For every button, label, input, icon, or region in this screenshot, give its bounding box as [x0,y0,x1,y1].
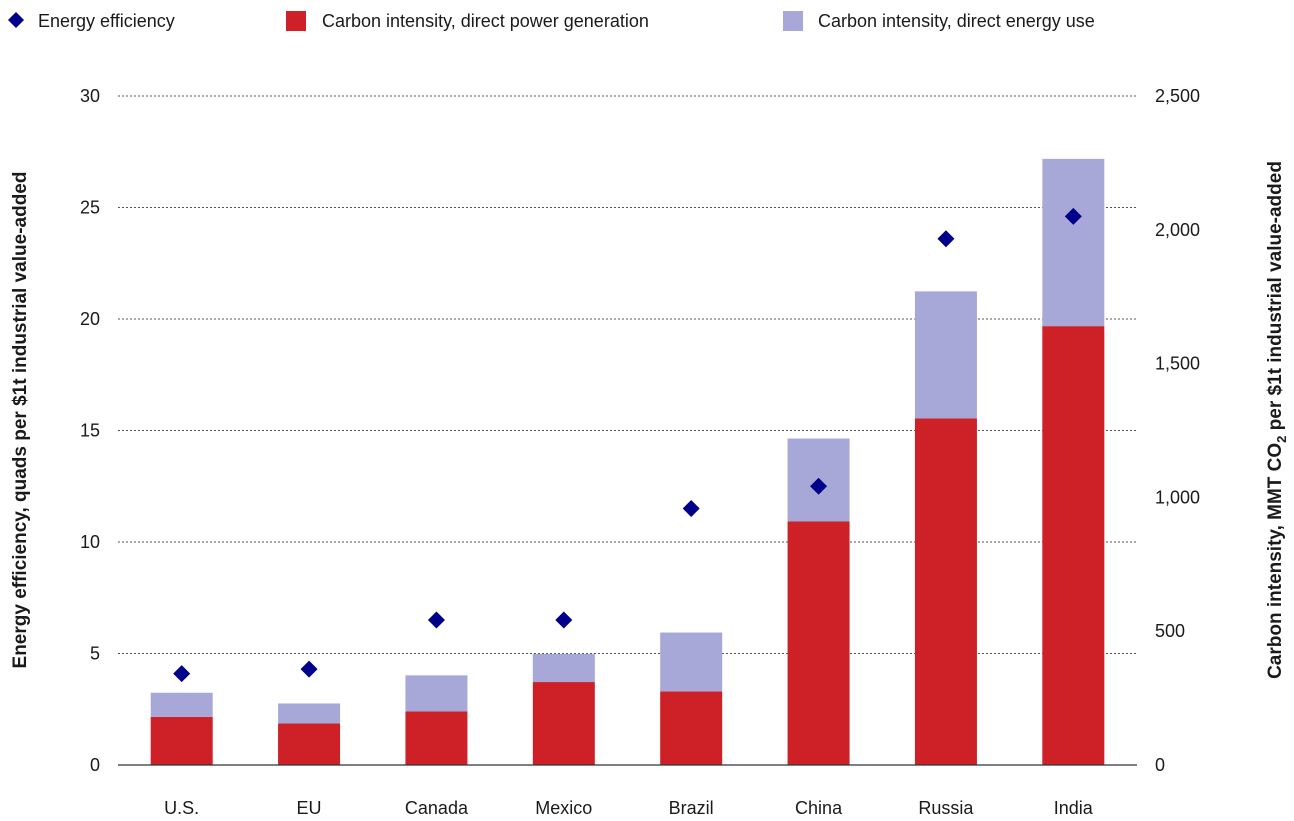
right-axis-ticks: 0 500 1,000 1,500 2,000 2,500 [1155,86,1200,775]
right-tick-label: 2,500 [1155,86,1200,106]
legend-diamond-marker [8,12,24,28]
efficiency-diamond [682,500,700,518]
legend-label: Carbon intensity, direct power generatio… [322,11,649,31]
bar-energy-use [914,291,977,419]
left-tick-label: 25 [80,198,100,218]
efficiency-diamond [427,611,445,629]
legend-square-marker [286,11,306,31]
category-label: China [795,798,843,818]
bar-power-generation [660,691,723,765]
bar-energy-use [150,692,213,717]
legend: Energy efficiency Carbon intensity, dire… [8,11,1095,31]
efficiency-diamond [1064,207,1082,225]
bar-energy-use [278,703,341,724]
left-tick-label: 5 [90,644,100,664]
left-tick-label: 15 [80,421,100,441]
left-tick-label: 10 [80,532,100,552]
right-tick-label: 1,000 [1155,487,1200,507]
legend-label: Carbon intensity, direct energy use [818,11,1095,31]
bar-power-generation [405,711,468,765]
efficiency-diamond [555,611,573,629]
right-tick-label: 1,500 [1155,354,1200,374]
bars [150,158,1105,765]
category-label: U.S. [164,798,199,818]
bar-power-generation [914,418,977,765]
category-label: Canada [405,798,469,818]
gridlines [118,95,1137,654]
legend-item-direct-power-generation: Carbon intensity, direct power generatio… [286,11,649,31]
left-tick-label: 0 [90,755,100,775]
right-tick-label: 500 [1155,621,1185,641]
bar-power-generation [150,716,213,765]
right-axis-title: Carbon intensity, MMT CO2 per $1t indust… [1265,161,1289,679]
legend-label: Energy efficiency [38,11,175,31]
bar-energy-use [405,675,468,712]
bar-energy-use [660,632,723,692]
bar-power-generation [532,682,595,765]
category-label: Russia [918,798,974,818]
category-label: India [1054,798,1094,818]
right-tick-label: 0 [1155,755,1165,775]
bar-energy-use [532,653,595,683]
bar-power-generation [1042,326,1105,765]
category-label: Brazil [669,798,714,818]
bar-energy-use [1042,158,1105,327]
legend-square-marker [783,11,803,31]
left-tick-label: 30 [80,86,100,106]
efficiency-markers [173,207,1082,683]
bar-power-generation [787,521,850,765]
right-axis-title-main: Carbon intensity, MMT CO [1265,443,1286,679]
efficiency-diamond [300,660,318,678]
legend-item-energy-efficiency: Energy efficiency [8,11,175,31]
legend-item-direct-energy-use: Carbon intensity, direct energy use [783,11,1095,31]
left-axis-ticks: 0 5 10 15 20 25 30 [80,86,100,775]
efficiency-diamond [173,665,191,683]
efficiency-diamond [937,230,955,248]
right-axis-title-subscript: 2 [1274,436,1289,443]
efficiency-diamond [810,477,828,495]
category-label: EU [297,798,322,818]
bar-power-generation [278,723,341,765]
left-axis-title: Energy efficiency, quads per $1t industr… [10,172,31,669]
right-tick-label: 2,000 [1155,220,1200,240]
left-tick-label: 20 [80,309,100,329]
category-label: Mexico [535,798,592,818]
category-labels: U.S. EU Canada Mexico Brazil China Russia India [164,798,1094,818]
right-axis-title-tail: per $1t industrial value-added [1265,161,1286,436]
